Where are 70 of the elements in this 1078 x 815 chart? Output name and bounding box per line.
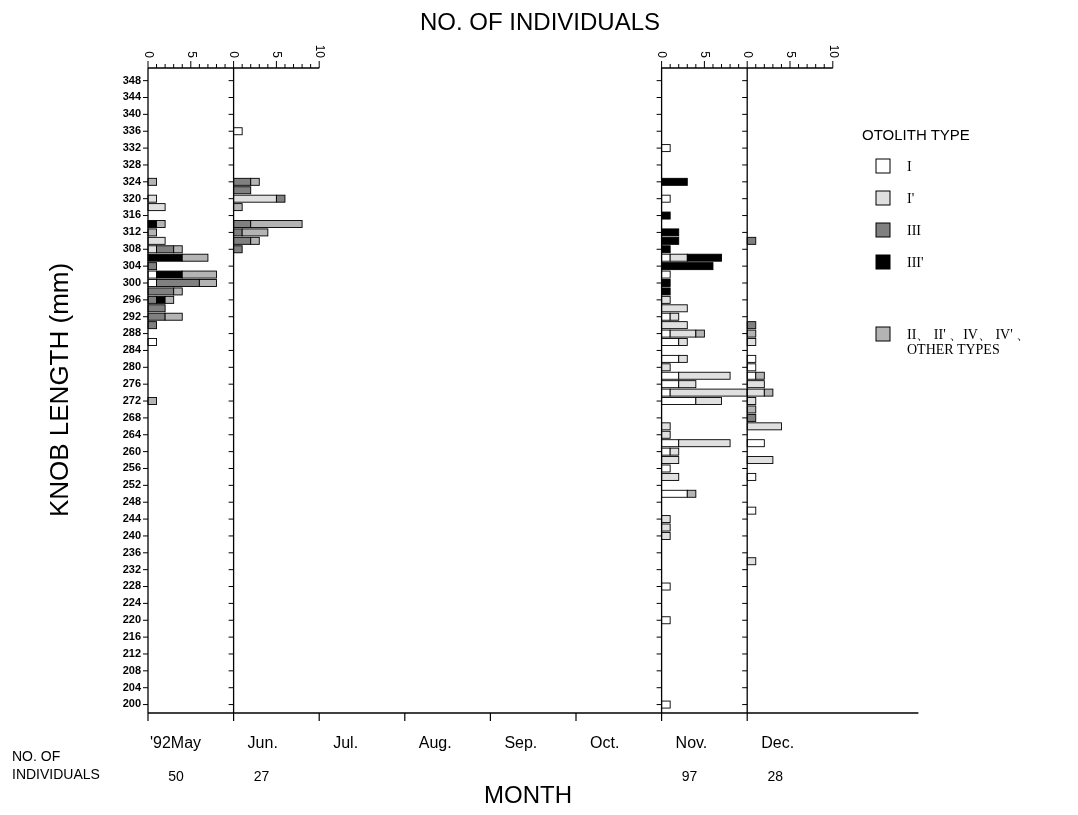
y-tick-label: 280: [122, 360, 141, 373]
category-label: Sep.: [504, 734, 538, 751]
x-tick-label: 10: [826, 44, 841, 59]
y-tick-label: 212: [122, 646, 141, 659]
y-tick-label: 260: [122, 444, 141, 457]
legend-label: III': [907, 255, 924, 270]
text: 97: [681, 768, 698, 784]
y-tick-label: 312: [122, 225, 141, 238]
y-tick-label: 228: [122, 579, 141, 592]
text: NO. OF INDIVIDUALS: [12, 748, 100, 782]
y-tick-label: 248: [122, 495, 141, 508]
text: MONTH: [484, 781, 572, 808]
x-tick-label: 10: [313, 44, 328, 59]
x-tick-label: 5: [184, 51, 199, 59]
y-tick-label: 264: [122, 427, 142, 440]
y-tick-label: 276: [122, 377, 141, 390]
legend-label: III: [907, 223, 922, 238]
y-tick-label: 304: [122, 259, 142, 272]
category-label: Jun.: [247, 734, 278, 751]
y-tick-label: 324: [122, 174, 142, 187]
y-tick-label: 220: [122, 613, 141, 626]
y-tick-label: 236: [122, 545, 141, 558]
x-tick-label: 0: [655, 51, 670, 59]
x-tick-label: 5: [270, 51, 285, 59]
y-tick-label: 200: [122, 697, 141, 710]
y-tick-label: 308: [122, 242, 141, 255]
text: NO. OF INDIVIDUALS: [419, 8, 661, 35]
text: 50: [168, 768, 184, 784]
y-tick-label: 232: [122, 562, 141, 575]
y-tick-label: 348: [122, 73, 141, 86]
x-tick-label: 5: [698, 51, 713, 59]
y-tick-label: 208: [122, 663, 141, 676]
category-label: Jul.: [333, 734, 359, 751]
y-tick-label: 284: [122, 343, 142, 356]
y-tick-label: 328: [122, 157, 141, 170]
x-tick-label: 5: [783, 51, 798, 59]
y-tick-label: 244: [122, 511, 142, 524]
y-axis-title: KNOB LENGTH (mm): [44, 262, 74, 518]
x-tick-label: 0: [741, 51, 756, 59]
category-label: Nov.: [675, 734, 708, 751]
y-tick-label: 316: [122, 208, 141, 221]
y-tick-label: 340: [122, 107, 141, 120]
y-tick-label: 204: [122, 680, 142, 693]
text: 27: [253, 768, 270, 784]
x-tick-label: 0: [227, 51, 242, 59]
y-tick-label: 336: [122, 124, 141, 137]
category-label: Aug.: [418, 734, 452, 751]
y-tick-label: 268: [122, 410, 141, 423]
y-tick-label: 252: [122, 478, 141, 491]
x-tick-label: 0: [141, 51, 156, 59]
text: 28: [767, 768, 783, 784]
legend-title: OTOLITH TYPE: [862, 126, 970, 143]
y-tick-label: 344: [122, 90, 142, 103]
category-label: '92May: [150, 734, 202, 751]
y-tick-label: 272: [122, 393, 141, 406]
category-label: Oct.: [590, 734, 620, 751]
category-label: Dec.: [761, 734, 795, 751]
y-tick-label: 240: [122, 528, 141, 541]
y-tick-label: 216: [122, 630, 141, 643]
y-tick-label: 224: [122, 596, 142, 609]
y-tick-label: 288: [122, 326, 141, 339]
legend-label: II、 II' 、IV、 IV' 、 OTHER TYPES: [907, 327, 1031, 357]
legend-label: I': [907, 191, 915, 206]
y-tick-label: 256: [122, 461, 141, 474]
y-tick-label: 320: [122, 191, 141, 204]
y-tick-label: 300: [122, 275, 141, 288]
y-tick-label: 332: [122, 141, 141, 153]
legend-label: I: [907, 159, 912, 174]
y-tick-label: 292: [122, 309, 141, 322]
y-tick-label: 296: [122, 292, 141, 305]
